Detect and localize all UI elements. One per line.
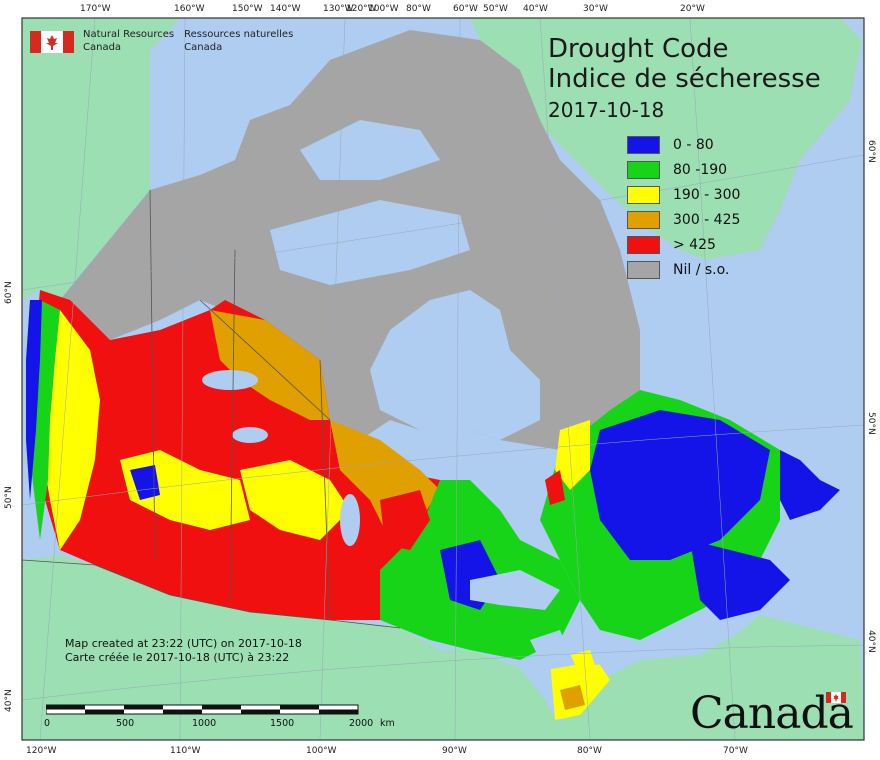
lat-label: 60°N [4, 281, 14, 304]
agency-line: Canada [83, 42, 122, 53]
arctic-channel [270, 200, 470, 285]
western-canada-high [30, 290, 440, 620]
province-borders [149, 189, 331, 621]
lake-athabasca [232, 427, 268, 443]
southern-ontario-moderate [560, 685, 585, 710]
hudson-bay [370, 290, 540, 440]
agency-line: Canada [184, 42, 223, 53]
greenland-land [470, 18, 862, 260]
alaska-land [22, 18, 180, 300]
creation-stamp-en: Map created at 23:22 (UTC) on 2017-10-18 [65, 637, 302, 650]
creation-stamp: Map created at 23:22 (UTC) on 2017-10-18… [65, 637, 302, 665]
lon-label: 20°W [680, 4, 705, 14]
legend-label: Nil / s.o. [673, 261, 730, 278]
coastal-bc-verylow [26, 300, 42, 500]
map-border [21, 17, 865, 741]
agency-name-en: Natural Resources Canada [83, 28, 174, 54]
scale-bar [46, 704, 359, 715]
lon-label: 80°W [406, 4, 431, 14]
quebec-verylow [590, 410, 770, 560]
usa-land [22, 555, 864, 740]
labrador-verylow [780, 450, 840, 520]
great-slave-lake [202, 370, 258, 390]
legend-item: 300 - 425 [627, 207, 740, 232]
lon-label: 40°W [523, 4, 548, 14]
legend-label: 300 - 425 [673, 211, 741, 228]
scale-tick: 0 [44, 718, 51, 729]
legend-item: 0 - 80 [627, 132, 740, 157]
lon-label: 100°W [306, 746, 337, 756]
legend-swatch [627, 135, 660, 154]
lat-label: 50°N [866, 412, 876, 435]
lon-label: 140°W [270, 4, 301, 14]
title-english: Drought Code [548, 34, 729, 64]
title-french: Indice de sécheresse [548, 64, 821, 94]
legend-label: 190 - 300 [673, 186, 741, 203]
lon-label: 70°W [723, 746, 748, 756]
legend-swatch [627, 235, 660, 254]
legend-swatch [627, 185, 660, 204]
graticule [21, 17, 865, 741]
lon-label: 90°W [442, 746, 467, 756]
lon-label: 80°W [577, 746, 602, 756]
nrcan-signature: Natural Resources Canada Ressources natu… [30, 28, 303, 54]
us-border [21, 559, 401, 629]
agency-line: Ressources naturelles [184, 29, 294, 40]
james-bay-high [545, 470, 565, 505]
agency-name-fr: Ressources naturelles Canada [184, 28, 293, 54]
scale-unit: km [380, 718, 395, 729]
lat-label: 60°N [866, 140, 876, 163]
lat-label: 40°N [4, 689, 14, 712]
lon-label: 120°W [26, 746, 57, 756]
maritimes-verylow [690, 540, 790, 620]
legend-swatch [627, 160, 660, 179]
legend-label: > 425 [673, 236, 716, 253]
alberta-low-patch [130, 465, 160, 500]
lat-label: 50°N [4, 486, 14, 509]
lat-label: 40°N [866, 630, 876, 653]
lon-label: 160°W [174, 4, 205, 14]
lake-ontario [590, 645, 635, 665]
arctic-channel [300, 120, 440, 180]
map-title-block: Drought Code Indice de sécheresse 2017-1… [548, 34, 821, 124]
agency-line: Natural Resources [83, 29, 175, 40]
legend-item: Nil / s.o. [627, 257, 740, 282]
scale-tick: 1500 [270, 718, 295, 729]
wordmark-flag-icon [826, 692, 846, 703]
legend-swatch [627, 210, 660, 229]
legend-swatch [627, 260, 660, 279]
james-bay-mid [555, 420, 590, 490]
lake-superior [470, 570, 560, 610]
scale-tick: 500 [116, 718, 135, 729]
lon-label: 60°W [453, 4, 478, 14]
map-date: 2017-10-18 [548, 98, 665, 122]
lon-label: 150°W [232, 4, 263, 14]
canada-flag-icon [30, 31, 74, 53]
scale-tick: 2000 [349, 718, 374, 729]
legend-item: 190 - 300 [627, 182, 740, 207]
lon-label: 100°W [368, 4, 399, 14]
manitoba-high-patch [380, 490, 430, 550]
lake-huron [530, 630, 575, 670]
lon-label: 130°W [323, 4, 354, 14]
scale-tick: 1000 [192, 718, 217, 729]
saskatchewan-mid [240, 460, 350, 540]
lake-winnipeg [340, 494, 360, 546]
creation-stamp-fr: Carte créée le 2017-10-18 (UTC) à 23:22 [65, 651, 290, 664]
legend-label: 0 - 80 [673, 136, 714, 153]
lon-label: 170°W [80, 4, 111, 14]
lon-label: 120°W [346, 4, 377, 14]
lon-label: 30°W [583, 4, 608, 14]
legend-item: 80 -190 [627, 157, 740, 182]
legend-item: > 425 [627, 232, 740, 257]
lon-label: 110°W [170, 746, 201, 756]
legend: 0 - 80 80 -190 190 - 300 300 - 425 > 425 Nil … [627, 132, 740, 282]
legend-label: 80 -190 [673, 161, 728, 178]
scale-labels: 0 500 1000 1500 2000 km [44, 718, 404, 730]
lon-label: 50°W [483, 4, 508, 14]
